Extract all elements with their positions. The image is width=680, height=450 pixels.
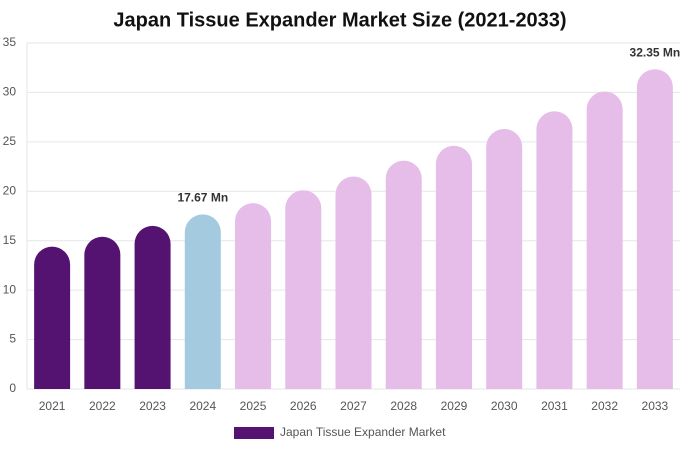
legend-label: Japan Tissue Expander Market [280, 425, 446, 439]
x-tick-label: 2031 [541, 399, 568, 413]
value-label: 17.67 Mn [177, 190, 228, 204]
x-tick-label: 2022 [89, 399, 116, 413]
bar [586, 91, 623, 390]
bar [385, 160, 422, 389]
legend-swatch [234, 427, 274, 439]
x-tick-label: 2027 [340, 399, 367, 413]
y-tick-label: 15 [3, 233, 17, 247]
bar [184, 214, 221, 389]
bar [486, 129, 523, 389]
chart-title: Japan Tissue Expander Market Size (2021-… [113, 9, 566, 31]
x-tick-label: 2029 [441, 399, 468, 413]
bar [335, 176, 372, 389]
x-tick-label: 2033 [642, 399, 669, 413]
x-tick-label: 2024 [189, 399, 216, 413]
x-tick-label: 2021 [39, 399, 66, 413]
y-tick-label: 20 [3, 183, 17, 197]
x-tick-label: 2023 [139, 399, 166, 413]
x-tick-label: 2028 [390, 399, 417, 413]
x-tick-label: 2032 [591, 399, 618, 413]
y-tick-label: 30 [3, 85, 17, 99]
bar [435, 145, 472, 389]
bar [84, 236, 121, 389]
bar [636, 69, 673, 389]
x-tick-label: 2025 [240, 399, 267, 413]
bar [285, 190, 322, 389]
y-tick-label: 35 [3, 35, 17, 49]
x-tick-label: 2030 [491, 399, 518, 413]
y-tick-label: 0 [9, 381, 16, 395]
x-tick-label: 2026 [290, 399, 317, 413]
bar [34, 246, 71, 389]
bar [536, 111, 573, 389]
y-tick-label: 10 [3, 282, 17, 296]
value-label: 32.35 Mn [630, 45, 680, 59]
y-tick-label: 25 [3, 134, 17, 148]
y-tick-label: 5 [9, 332, 16, 346]
bar [235, 203, 272, 389]
bar [134, 225, 171, 389]
